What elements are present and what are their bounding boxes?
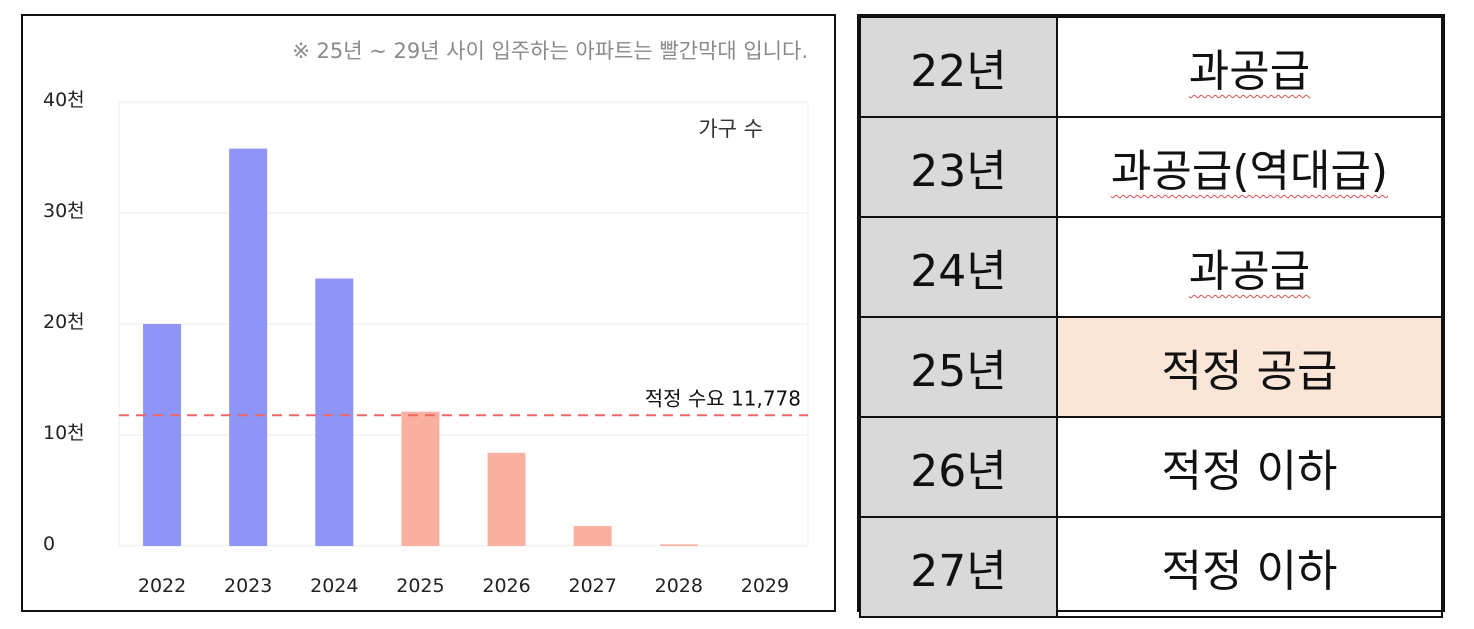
year-cell: 27년 (859, 516, 1058, 618)
bar-2025 (401, 411, 440, 546)
year-cell: 26년 (859, 416, 1058, 518)
legend-label: 가구 수 (698, 117, 763, 141)
reference-line-label: 적정 수요 11,778 (645, 386, 801, 410)
table-row: 25년 적정 공급 (859, 316, 1443, 418)
y-tick-label: 0 (43, 533, 55, 555)
reference-line-group: 적정 수요 11,778 (119, 386, 808, 417)
y-tick-label: 10천 (43, 422, 85, 444)
status-text: 과공급(역대급) (1110, 146, 1389, 197)
status-text: 과공급 (1188, 46, 1311, 97)
x-tick-label: 2025 (396, 575, 444, 597)
table-row: 26년 적정 이하 (859, 416, 1443, 518)
bar-2023 (229, 148, 268, 546)
x-tick-label: 2022 (138, 575, 186, 597)
status-text: 과공급 (1188, 246, 1311, 297)
bar-2022 (143, 324, 182, 546)
x-tick-label: 2027 (569, 575, 617, 597)
bar-chart: ※ 25년 ~ 29년 사이 입주하는 아파트는 빨간막대 입니다. 가구 수 … (43, 39, 809, 597)
table-row: 22년 과공급 (859, 16, 1443, 118)
y-tick-label: 20천 (43, 311, 85, 333)
status-cell: 과공급 (1056, 216, 1443, 318)
status-text: 적정 이하 (1161, 446, 1338, 497)
table-row: 27년 적정 이하 (859, 516, 1443, 618)
bar-2028 (659, 544, 698, 546)
chart-note: ※ 25년 ~ 29년 사이 입주하는 아파트는 빨간막대 입니다. (292, 39, 808, 63)
status-text: 적정 공급 (1161, 346, 1338, 397)
y-axis-ticks: 0 10천 20천 30천 40천 (43, 89, 85, 555)
status-cell: 적정 이하 (1056, 516, 1443, 618)
year-cell: 22년 (859, 16, 1058, 118)
x-tick-label: 2024 (310, 575, 358, 597)
bar-2027 (573, 526, 612, 546)
status-cell: 적정 공급 (1056, 316, 1443, 418)
bar-2024 (315, 278, 354, 546)
chart-panel: ※ 25년 ~ 29년 사이 입주하는 아파트는 빨간막대 입니다. 가구 수 … (21, 14, 836, 612)
x-tick-label: 2029 (741, 575, 789, 597)
y-tick-label: 30천 (43, 200, 85, 222)
x-tick-label: 2023 (224, 575, 272, 597)
y-tick-label: 40천 (43, 89, 85, 111)
status-cell: 과공급(역대급) (1056, 116, 1443, 218)
x-axis-ticks: 2022 2023 2024 2025 2026 2027 2028 2029 (138, 575, 789, 597)
table-row: 23년 과공급(역대급) (859, 116, 1443, 218)
year-cell: 23년 (859, 116, 1058, 218)
supply-table-panel: 22년 과공급 23년 과공급(역대급) 24년 과공급 25년 적정 공급 26년 적정 이하 2… (857, 14, 1445, 618)
year-cell: 25년 (859, 316, 1058, 418)
bar-2026 (487, 452, 526, 546)
x-tick-label: 2026 (482, 575, 530, 597)
status-cell: 적정 이하 (1056, 416, 1443, 518)
status-text: 적정 이하 (1161, 546, 1338, 597)
year-cell: 24년 (859, 216, 1058, 318)
bars (143, 148, 698, 546)
x-tick-label: 2028 (655, 575, 703, 597)
table-row: 24년 과공급 (859, 216, 1443, 318)
status-cell: 과공급 (1056, 16, 1443, 118)
grid-lines (118, 101, 809, 547)
supply-table: 22년 과공급 23년 과공급(역대급) 24년 과공급 25년 적정 공급 26년 적정 이하 2… (859, 16, 1443, 618)
